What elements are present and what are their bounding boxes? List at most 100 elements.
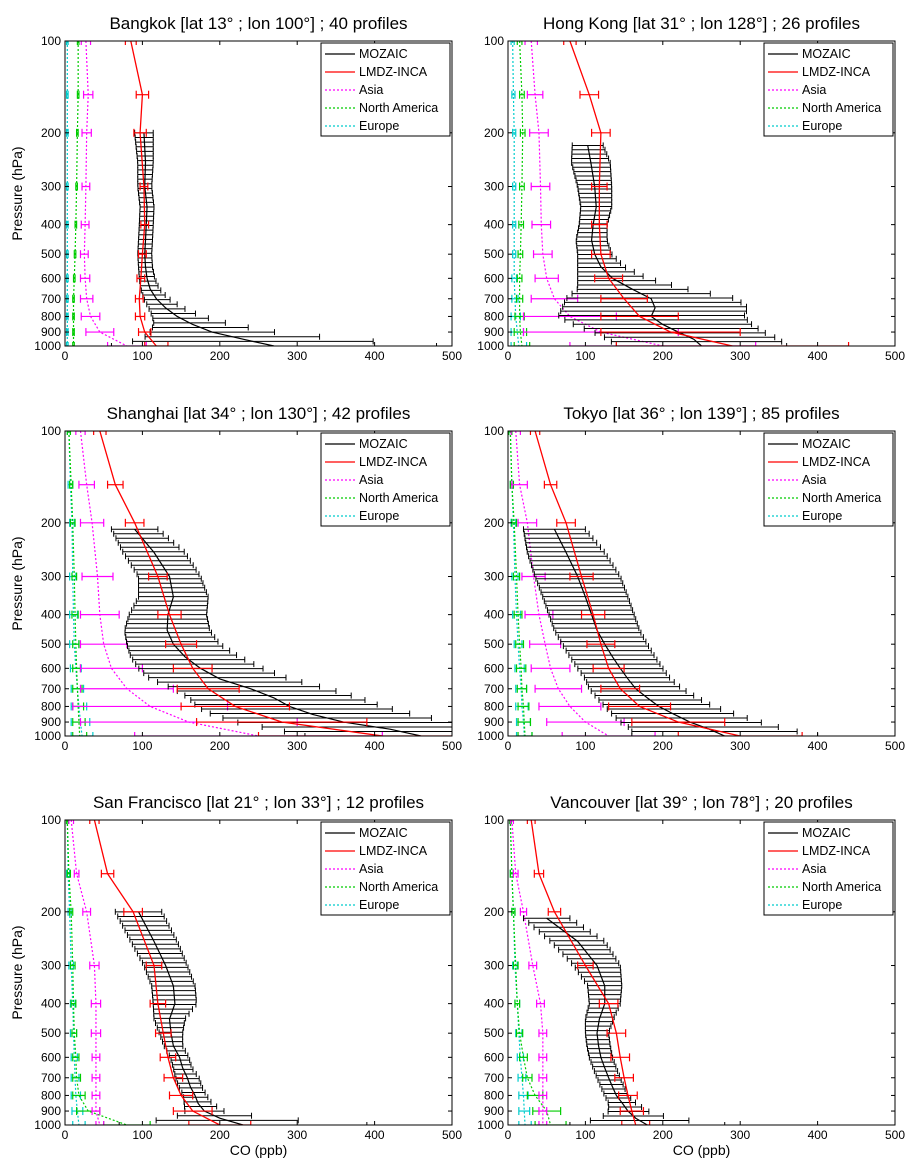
panel-title: San Francisco [lat 21° ; lon 33°] ; 12 p… bbox=[93, 793, 424, 812]
panel-title: Tokyo [lat 36° ; lon 139°] ; 85 profiles bbox=[563, 404, 839, 423]
series-north-america bbox=[508, 431, 533, 736]
plot-area bbox=[65, 41, 438, 346]
x-tick-label: 500 bbox=[442, 739, 462, 753]
y-tick-label: 200 bbox=[484, 905, 504, 919]
y-tick-label: 1000 bbox=[34, 1118, 61, 1132]
y-tick-label: 900 bbox=[41, 325, 61, 339]
y-tick-label: 700 bbox=[484, 1071, 504, 1085]
x-tick-label: 500 bbox=[885, 1128, 905, 1142]
x-tick-label: 400 bbox=[365, 739, 385, 753]
x-tick-label: 200 bbox=[210, 739, 230, 753]
y-tick-label: 300 bbox=[41, 180, 61, 194]
x-tick-label: 500 bbox=[885, 739, 905, 753]
panel-hong-kong: Hong Kong [lat 31° ; lon 128°] ; 26 prof… bbox=[477, 14, 905, 363]
legend-entry-europe: Europe bbox=[359, 898, 399, 912]
series-europe bbox=[508, 820, 532, 1125]
y-tick-label: 100 bbox=[484, 424, 504, 438]
y-tick-label: 100 bbox=[41, 424, 61, 438]
legend: MOZAIC LMDZ-INCA Asia North America Europe bbox=[320, 42, 451, 137]
series-asia bbox=[510, 431, 656, 736]
y-tick-label: 700 bbox=[484, 292, 504, 306]
y-tick-label: 500 bbox=[41, 247, 61, 261]
y-tick-label: 500 bbox=[41, 1026, 61, 1040]
legend-entry-europe: Europe bbox=[802, 509, 842, 523]
y-tick-label: 700 bbox=[41, 292, 61, 306]
y-tick-label: 600 bbox=[41, 1050, 61, 1064]
north-america-line bbox=[509, 820, 552, 1125]
y-tick-label: 300 bbox=[484, 180, 504, 194]
series-europe bbox=[508, 431, 533, 736]
y-tick-label: 700 bbox=[41, 682, 61, 696]
y-tick-label: 1000 bbox=[34, 729, 61, 743]
y-tick-label: 1000 bbox=[477, 339, 504, 353]
y-tick-label: 1000 bbox=[34, 339, 61, 353]
series-north-america bbox=[66, 431, 88, 736]
north-america-line bbox=[66, 820, 128, 1125]
y-tick-label: 100 bbox=[41, 34, 61, 48]
axes-box bbox=[64, 430, 453, 737]
y-tick-label: 300 bbox=[41, 570, 61, 584]
x-tick-label: 0 bbox=[62, 1128, 69, 1142]
y-tick-label: 1000 bbox=[477, 729, 504, 743]
series-europe bbox=[65, 820, 86, 1125]
y-tick-label: 900 bbox=[484, 1104, 504, 1118]
y-tick-label: 900 bbox=[484, 715, 504, 729]
x-tick-label: 200 bbox=[653, 1128, 673, 1142]
legend-entry-north-america: North America bbox=[359, 880, 438, 894]
legend-entry-north-america: North America bbox=[359, 101, 438, 115]
y-tick-label: 500 bbox=[484, 1026, 504, 1040]
x-tick-label: 0 bbox=[505, 1128, 512, 1142]
series-asia bbox=[522, 41, 757, 346]
legend-entry-lmdz-inca: LMDZ-INCA bbox=[802, 65, 871, 79]
y-tick-label: 500 bbox=[41, 637, 61, 651]
panel-title: Shanghai [lat 34° ; lon 130°] ; 42 profi… bbox=[107, 404, 411, 423]
panel-bangkok: Bangkok [lat 13° ; lon 100°] ; 40 profil… bbox=[9, 14, 462, 363]
legend-entry-lmdz-inca: LMDZ-INCA bbox=[802, 844, 871, 858]
x-tick-label: 400 bbox=[808, 349, 828, 363]
y-tick-label: 600 bbox=[41, 271, 61, 285]
series-asia bbox=[68, 820, 105, 1125]
y-tick-label: 500 bbox=[484, 247, 504, 261]
mozaic-line bbox=[137, 911, 244, 1125]
x-tick-label: 100 bbox=[575, 739, 595, 753]
y-tick-label: 800 bbox=[484, 309, 504, 323]
y-tick-label: 300 bbox=[484, 570, 504, 584]
panel-shanghai: Shanghai [lat 34° ; lon 130°] ; 42 profi… bbox=[9, 404, 462, 753]
y-tick-label: 200 bbox=[484, 126, 504, 140]
mozaic-line bbox=[546, 917, 648, 1125]
y-tick-label: 400 bbox=[484, 218, 504, 232]
legend-entry-mozaic: MOZAIC bbox=[802, 437, 851, 451]
y-tick-label: 400 bbox=[41, 997, 61, 1011]
y-tick-label: 300 bbox=[484, 959, 504, 973]
x-tick-label: 0 bbox=[62, 349, 69, 363]
y-tick-label: 400 bbox=[484, 608, 504, 622]
y-tick-label: 900 bbox=[484, 325, 504, 339]
legend-entry-asia: Asia bbox=[359, 83, 383, 97]
series-north-america bbox=[513, 41, 531, 346]
legend-entry-mozaic: MOZAIC bbox=[359, 47, 408, 61]
asia-line bbox=[83, 41, 128, 346]
y-tick-label: 600 bbox=[484, 1050, 504, 1064]
x-tick-label: 500 bbox=[885, 349, 905, 363]
legend-entry-europe: Europe bbox=[802, 119, 842, 133]
x-tick-label: 200 bbox=[210, 1128, 230, 1142]
series-europe bbox=[65, 41, 69, 346]
y-tick-label: 800 bbox=[41, 309, 61, 323]
axes-box bbox=[507, 430, 896, 737]
y-tick-label: 600 bbox=[484, 271, 504, 285]
x-tick-label: 300 bbox=[730, 1128, 750, 1142]
y-tick-label: 400 bbox=[41, 218, 61, 232]
panel-tokyo: Tokyo [lat 36° ; lon 139°] ; 85 profiles… bbox=[477, 404, 905, 753]
y-axis-label: Pressure (hPa) bbox=[9, 146, 25, 240]
x-tick-label: 0 bbox=[505, 739, 512, 753]
legend-entry-north-america: North America bbox=[359, 491, 438, 505]
legend-entry-north-america: North America bbox=[802, 101, 881, 115]
series-lmdz-inca bbox=[89, 820, 252, 1125]
legend-entry-asia: Asia bbox=[359, 473, 383, 487]
asia-line bbox=[79, 431, 259, 736]
series-lmdz-inca bbox=[563, 41, 850, 346]
y-tick-label: 700 bbox=[41, 1071, 61, 1085]
panel-title: Vancouver [lat 39° ; lon 78°] ; 20 profi… bbox=[550, 793, 852, 812]
x-tick-label: 400 bbox=[365, 349, 385, 363]
y-axis-label: Pressure (hPa) bbox=[9, 925, 25, 1019]
